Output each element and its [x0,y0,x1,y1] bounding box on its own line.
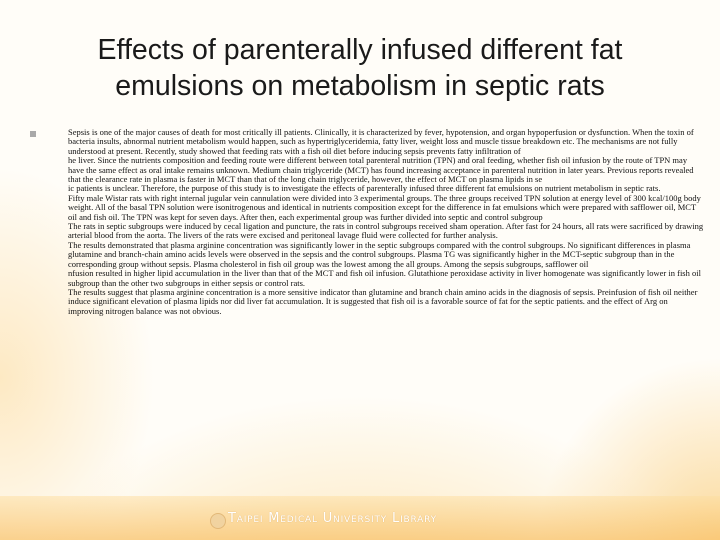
square-bullet-icon [30,131,36,137]
abstract-paragraph: Sepsis is one of the major causes of dea… [68,127,694,156]
abstract-paragraph: Fifty male Wistar rats with right intern… [68,192,701,222]
footer-library-name: Taipei Medical University Library [228,511,437,526]
abstract-paragraph: ic patients is unclear. Therefore, the p… [68,183,661,194]
slide-title: Effects of parenterally infused differen… [40,32,680,104]
slide-title-line: Effects of parenterally infused differen… [97,34,623,66]
university-seal-icon [210,513,226,529]
abstract-paragraph: The results demonstrated that plasma arg… [68,239,691,269]
abstract-paragraph: nfusion resulted in higher lipid accumul… [68,268,701,288]
slide-title-line: emulsions on metabolism in septic rats [115,70,605,102]
footer-bar [0,496,720,540]
abstract-paragraph: The rats in septic subgroups were induce… [68,221,704,241]
abstract-body: Sepsis is one of the major causes of dea… [68,127,704,316]
abstract-paragraph: The results suggest that plasma arginine… [68,286,698,316]
abstract-paragraph: he liver. Since the nutrients compositio… [68,155,694,185]
